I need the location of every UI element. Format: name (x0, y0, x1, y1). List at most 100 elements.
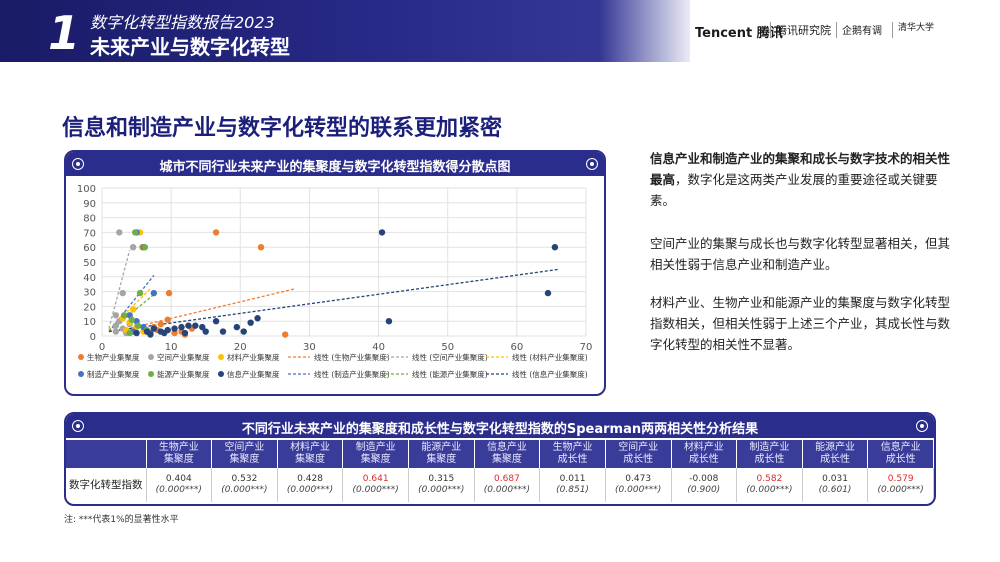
data-point (164, 316, 171, 323)
legend-label: 信息产业集聚度 (227, 369, 280, 379)
tencent-logo: Tencent 腾讯 (695, 26, 783, 41)
y-tick-label: 100 (77, 184, 96, 195)
data-point (129, 306, 137, 313)
legend-label: 线性 (能源产业集聚度) (412, 369, 488, 379)
column-header: 信息产业 集聚度 (474, 440, 541, 468)
trendline (115, 288, 296, 333)
legend-label: 能源产业集聚度 (157, 369, 210, 379)
table-row: 数字化转型指数 0.404 (0.000***) 0.532 (0.000***) 0.… (66, 468, 934, 502)
data-point (212, 318, 220, 325)
p-value: (0.000***) (877, 485, 924, 495)
chart-panel: 城市不同行业未来产业的集聚度与数字化转型指数得分散点图 0 10 20 30 40 50 6… (64, 150, 606, 396)
data-point (141, 244, 149, 251)
correlation-value: 0.582 (756, 474, 783, 484)
correlation-cell: 0.473 (0.000***) (605, 468, 672, 502)
y-tick-label: 0 (90, 332, 96, 343)
data-point (133, 329, 140, 337)
trendline (108, 249, 131, 329)
correlation-cell: 0.579 (0.000***) (867, 468, 934, 502)
column-header-metric: 集聚度 (360, 454, 391, 465)
column-header: 生物产业 集聚度 (146, 440, 213, 468)
column-header-industry: 空间产业 (618, 442, 659, 453)
column-header-metric: 成长性 (623, 454, 654, 465)
tencent-research-logo: 腾讯研究院 (776, 24, 831, 37)
column-header-industry: 信息产业 (880, 442, 921, 453)
header-logo-area (690, 0, 1000, 62)
legend-marker (78, 371, 84, 377)
column-header-industry: 能源产业 (815, 442, 856, 453)
data-point (192, 322, 199, 329)
y-tick-label: 70 (83, 228, 96, 239)
p-value: (0.851) (556, 485, 589, 495)
correlation-cell: 0.315 (0.000***) (408, 468, 475, 502)
insight-1-rest: ，数字化是这两类产业发展的重要途径或关键要素。 (650, 172, 938, 208)
data-point (233, 323, 241, 331)
correlation-cell: 0.641 (0.000***) (342, 468, 409, 502)
x-tick-label: 50 (441, 342, 454, 353)
data-point (112, 328, 120, 335)
report-title: 数字化转型指数报告2023 (90, 13, 275, 32)
y-tick-label: 30 (83, 288, 96, 299)
row-label: 数字化转型指数 (66, 468, 147, 502)
data-point (171, 325, 178, 332)
header-banner (0, 0, 700, 62)
column-header: 能源产业 集聚度 (408, 440, 475, 468)
data-point (551, 244, 559, 251)
y-tick-label: 50 (83, 258, 96, 269)
x-tick-label: 10 (165, 342, 178, 353)
data-point (181, 329, 189, 337)
insight-paragraph-1: 信息产业和制造产业的集聚和成长与数字技术的相关性最高，数字化是这两类产业发展的重… (650, 148, 950, 211)
correlation-value: -0.008 (689, 474, 719, 484)
data-point (112, 322, 120, 329)
column-header-industry: 制造产业 (355, 442, 396, 453)
x-tick-label: 20 (234, 342, 247, 353)
y-tick-label: 80 (83, 214, 96, 225)
correlation-value: 0.579 (887, 474, 914, 484)
legend-marker (218, 371, 224, 377)
p-value: (0.000***) (155, 485, 202, 495)
data-point (161, 329, 168, 337)
data-point (185, 322, 192, 329)
p-value: (0.000***) (483, 485, 531, 495)
logo-divider (892, 22, 893, 38)
y-tick-label: 10 (83, 317, 96, 328)
data-point (136, 289, 144, 297)
correlation-table: 生物产业 集聚度 空间产业 集聚度 材料产业 集聚度 制造产业 集聚度 能源产业 集聚度 信息产业集… (66, 440, 934, 502)
column-header: 材料产业 集聚度 (277, 440, 344, 468)
scatter-chart: 0 10 20 30 40 50 60 70 80 90 100 0 10 20 30 40 50 60 70 生物产… (77, 184, 592, 379)
data-point (378, 229, 386, 236)
x-tick-label: 60 (510, 342, 523, 353)
column-header-metric: 成长性 (820, 454, 851, 465)
legend-label: 空间产业集聚度 (157, 352, 210, 362)
x-tick-label: 40 (372, 342, 385, 353)
data-point (254, 315, 261, 322)
column-header: 空间产业 成长性 (605, 440, 672, 468)
column-header-industry: 信息产业 (486, 442, 527, 453)
table-header-row: 生物产业 集聚度 空间产业 集聚度 材料产业 集聚度 制造产业 集聚度 能源产业 集聚度 信息产业集… (66, 440, 934, 468)
correlation-value: 0.687 (494, 474, 520, 484)
data-point (147, 331, 154, 338)
logo-divider (770, 22, 771, 38)
correlation-cell: 0.687 (0.000***) (474, 468, 541, 502)
correlation-value: 0.532 (231, 474, 258, 484)
column-header-industry: 空间产业 (224, 442, 265, 453)
insight-paragraph-3: 材料产业、生物产业和能源产业的集聚度与数字化转型指数相关，但相关性弱于上述三个产… (650, 295, 951, 352)
column-header-industry: 制造产业 (749, 442, 790, 453)
p-value: (0.000***) (615, 485, 662, 495)
data-point (112, 312, 120, 319)
data-point (212, 229, 220, 236)
p-value: (0.900) (687, 485, 721, 495)
data-point (171, 329, 178, 337)
footnote: 注: ***代表1%的显著性水平 (64, 515, 179, 525)
header-fade (600, 0, 700, 62)
x-tick-label: 0 (99, 342, 105, 353)
legend-label: 生物产业集聚度 (87, 352, 140, 362)
page-title: 信息和制造产业与数字化转型的联系更加紧密 (62, 116, 503, 141)
correlation-table-panel: 不同行业未来产业的集聚度和成长性与数字化转型指数的Spearman两两相关性分析… (64, 412, 936, 506)
legend-label: 线性 (生物产业集聚度) (314, 352, 390, 362)
data-point (385, 318, 393, 325)
data-point (219, 328, 227, 335)
x-tick-label: 30 (303, 342, 316, 353)
legend-label: 材料产业集聚度 (227, 352, 280, 362)
legend-label: 线性 (制造产业集聚度) (314, 369, 390, 379)
